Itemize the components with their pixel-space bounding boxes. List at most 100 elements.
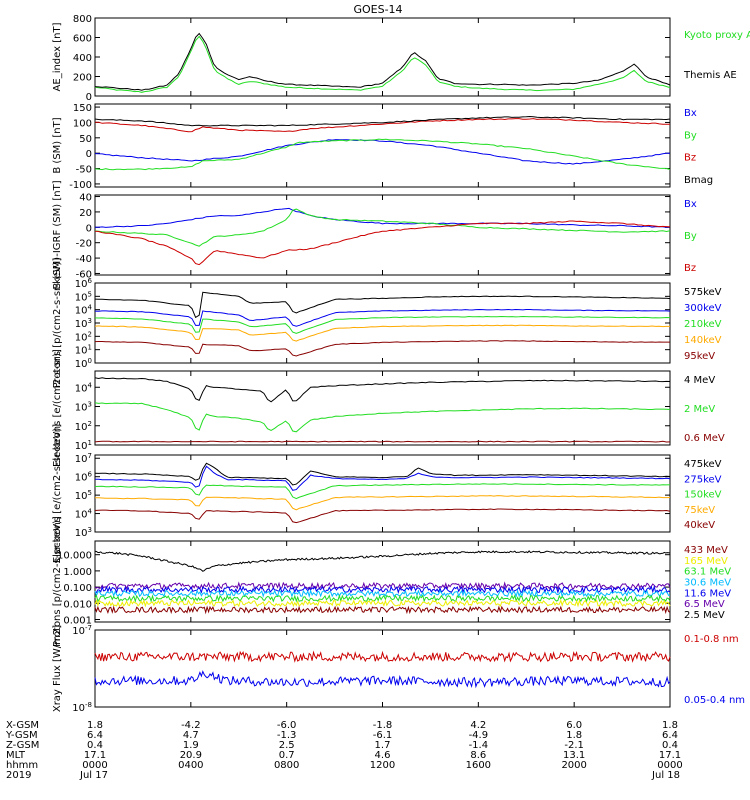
series-line-bz (95, 118, 671, 133)
y-tick-label: 103 (75, 401, 92, 414)
y-tick-label: 106 (75, 277, 93, 290)
series-line-30-6-mev (94, 588, 670, 599)
series-line-275kev (95, 465, 671, 491)
series-line-6-5-mev (94, 581, 671, 591)
x-axis-value: 0000 (657, 760, 682, 771)
legend-label: 150keV (684, 490, 722, 501)
series-line-bx (94, 139, 671, 165)
panel-frame (94, 17, 671, 97)
series-line-140kev (94, 324, 670, 342)
y-tick-label: 100 (73, 118, 92, 129)
series-line-2-5-mev (94, 550, 671, 572)
y-axis-label: Protons [p/(cm2-s-sr-keV)] (52, 516, 63, 647)
y-tick-label: 104 (75, 508, 93, 521)
x-axis-value: -4.9 (469, 730, 489, 741)
y-tick-label: 102 (75, 330, 92, 343)
y-tick-label: 20 (79, 208, 92, 219)
y-tick-label: 105 (75, 489, 92, 502)
legend-label: 4 MeV (684, 375, 715, 386)
legend-label: 433 MeV (684, 545, 728, 556)
series-line-150kev (94, 483, 671, 500)
legend-label: 300keV (684, 303, 722, 314)
y-tick-label: 200 (73, 73, 92, 84)
x-axis-value: 1.8 (87, 720, 103, 731)
y-tick-label: 0 (86, 92, 92, 103)
legend-label: 210keV (684, 319, 722, 330)
series-line-bx (94, 207, 671, 228)
y-axis-label: B (SM) [nT] (52, 117, 63, 173)
x-axis-value: Jul 18 (651, 770, 680, 781)
y-tick-label: 106 (75, 471, 93, 484)
legend-label: Bx (684, 108, 697, 119)
x-axis-value: 1200 (370, 760, 395, 771)
legend-label: Themis AE (683, 70, 737, 81)
y-tick-label: 103 (75, 317, 92, 330)
series-line-bmag (94, 115, 671, 127)
x-axis-value: 1600 (466, 760, 491, 771)
x-axis-value: 2.5 (279, 740, 295, 751)
x-axis-value: -1.8 (373, 720, 393, 731)
x-axis-value: 1.7 (375, 740, 391, 751)
legend-label: 40keV (684, 520, 715, 531)
y-tick-label: 0.100 (63, 583, 92, 594)
y-tick-label: 1.000 (63, 567, 92, 578)
legend-label: 575keV (684, 287, 722, 298)
series-line-by (94, 208, 671, 247)
y-axis-label: B (SM)-IGRF (SM) [nT] (52, 180, 63, 289)
y-axis-label: Electrons [e/(cm2-s-sr)] (52, 349, 63, 467)
x-axis-value: 4.2 (470, 720, 486, 731)
legend-label: 11.6 MeV (684, 588, 731, 599)
x-axis-value: -6.1 (373, 730, 393, 741)
legend-label: 63.1 MeV (684, 567, 731, 578)
y-tick-label: 150 (73, 103, 92, 114)
y-tick-label: -50 (76, 165, 92, 176)
series-line-75kev (95, 495, 671, 511)
legend-label: 2 MeV (684, 404, 715, 415)
series-line-300kev (94, 308, 671, 327)
y-tick-label: 103 (75, 526, 92, 539)
panel-1: 0 200 400 600 800 AE_index [nT] Kyoto proxy AE… (52, 14, 750, 103)
x-axis-table: X-GSM 1.8 -4.2 -6.0 -1.8 4.2 6.0 1.8Y-GSM 6.4 4.7… (5, 720, 683, 781)
series-line-40kev (94, 508, 671, 524)
series-line-0-6-mev (94, 440, 671, 443)
y-tick-label: 10-8 (72, 701, 92, 714)
x-axis-row-label: 2019 (6, 770, 31, 781)
x-axis-row-label: MLT (6, 750, 26, 761)
y-axis-label: AE_index [nT] (52, 22, 63, 91)
y-tick-label: -60 (76, 269, 92, 280)
y-tick-label: 104 (75, 381, 93, 394)
series-line-165-mev (94, 598, 671, 608)
x-axis-value: 6.0 (566, 720, 582, 731)
legend-label: 140keV (684, 335, 722, 346)
x-axis-value: 0800 (274, 760, 299, 771)
panel-frame (94, 103, 671, 188)
legend-label: Bz (684, 263, 696, 274)
x-axis-value: 0.4 (662, 740, 678, 751)
legend-label: 75keV (684, 505, 715, 516)
y-tick-label: 101 (75, 344, 92, 357)
x-axis-value: 17.1 (659, 750, 681, 761)
y-tick-label: 800 (73, 14, 92, 25)
x-axis-value: 0.4 (87, 740, 103, 751)
y-tick-label: -100 (69, 180, 92, 191)
series-line-433-mev (94, 605, 671, 615)
series-line-bz (94, 220, 671, 266)
legend-label: Bx (684, 199, 697, 210)
y-tick-label: 50 (79, 134, 92, 145)
legend-label: By (684, 130, 697, 141)
panel-3: -60 -40 -20 0 20 40 B (SM)-IGRF (SM) [nT] Bx By B… (52, 180, 697, 289)
y-tick-label: 600 (73, 34, 92, 45)
x-axis-value: 6.4 (662, 730, 678, 741)
panels: 0 200 400 600 800 AE_index [nT] Kyoto proxy AE… (52, 14, 750, 714)
series-line-575kev (94, 291, 671, 319)
series-line-11-6-mev (94, 584, 671, 595)
y-tick-label: 400 (73, 53, 92, 64)
legend-label: Kyoto proxy AE (684, 30, 750, 41)
x-axis-value: 1.8 (662, 720, 678, 731)
legend-label: 0.05-0.4 nm (684, 695, 745, 706)
x-axis-value: 20.9 (180, 750, 202, 761)
legend-label: 30.6 MeV (684, 578, 731, 589)
y-tick-label: 101 (75, 439, 92, 452)
